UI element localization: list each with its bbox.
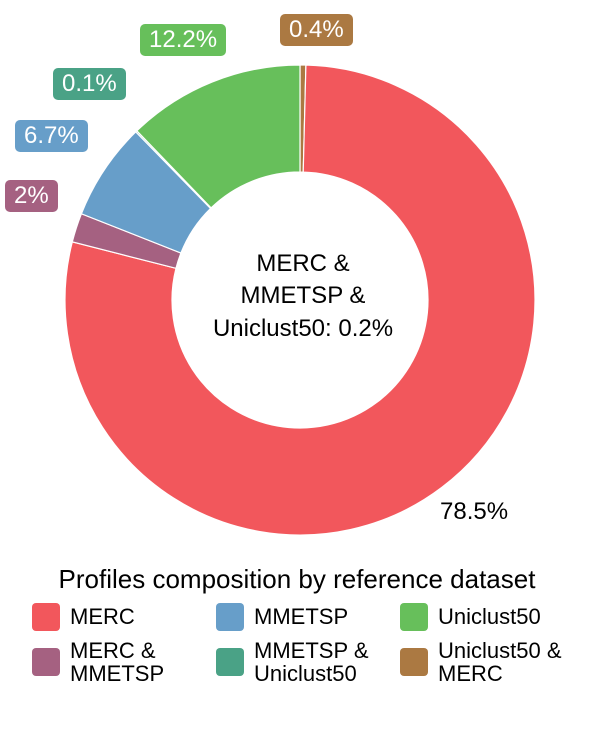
legend-item-merc: MERC xyxy=(32,603,194,631)
legend-swatch xyxy=(216,648,244,676)
legend-swatch xyxy=(400,603,428,631)
legend-item-uniclust50: Uniclust50 xyxy=(400,603,562,631)
legend-row: MERC &MMETSP MMETSP &Uniclust50 Uniclust50… xyxy=(32,639,562,685)
legend-label: MMETSP xyxy=(254,605,348,628)
legend: MERC MMETSP Uniclust50 MERC &MMETSP MMETSP &… xyxy=(0,603,594,685)
legend-label: Uniclust50 xyxy=(438,605,541,628)
legend-label: MERC &MMETSP xyxy=(70,639,164,685)
legend-item-mmetsp: MMETSP xyxy=(216,603,378,631)
donut-chart: MERC &MMETSP &Uniclust50: 0.2% 0.4%78.5%… xyxy=(0,0,594,554)
legend-swatch xyxy=(400,648,428,676)
legend-swatch xyxy=(216,603,244,631)
legend-label: MMETSP &Uniclust50 xyxy=(254,639,369,685)
callout-mmetsp_uniclust: 0.1% xyxy=(53,68,126,100)
callout-mmetsp: 6.7% xyxy=(15,120,88,152)
legend-label: Uniclust50 &MERC xyxy=(438,639,562,685)
callout-merc: 78.5% xyxy=(440,498,508,526)
callout-uniclust50_merc: 0.4% xyxy=(280,14,353,46)
callout-uniclust50: 12.2% xyxy=(140,24,226,56)
legend-swatch xyxy=(32,603,60,631)
legend-swatch xyxy=(32,648,60,676)
callout-merc_mmetsp: 2% xyxy=(5,180,58,212)
legend-item-merc_mmetsp: MERC &MMETSP xyxy=(32,639,194,685)
legend-item-mmetsp_uniclust: MMETSP &Uniclust50 xyxy=(216,639,378,685)
legend-label: MERC xyxy=(70,605,135,628)
legend-item-uniclust50_merc: Uniclust50 &MERC xyxy=(400,639,562,685)
legend-row: MERC MMETSP Uniclust50 xyxy=(32,603,562,631)
chart-title: Profiles composition by reference datase… xyxy=(0,564,594,595)
